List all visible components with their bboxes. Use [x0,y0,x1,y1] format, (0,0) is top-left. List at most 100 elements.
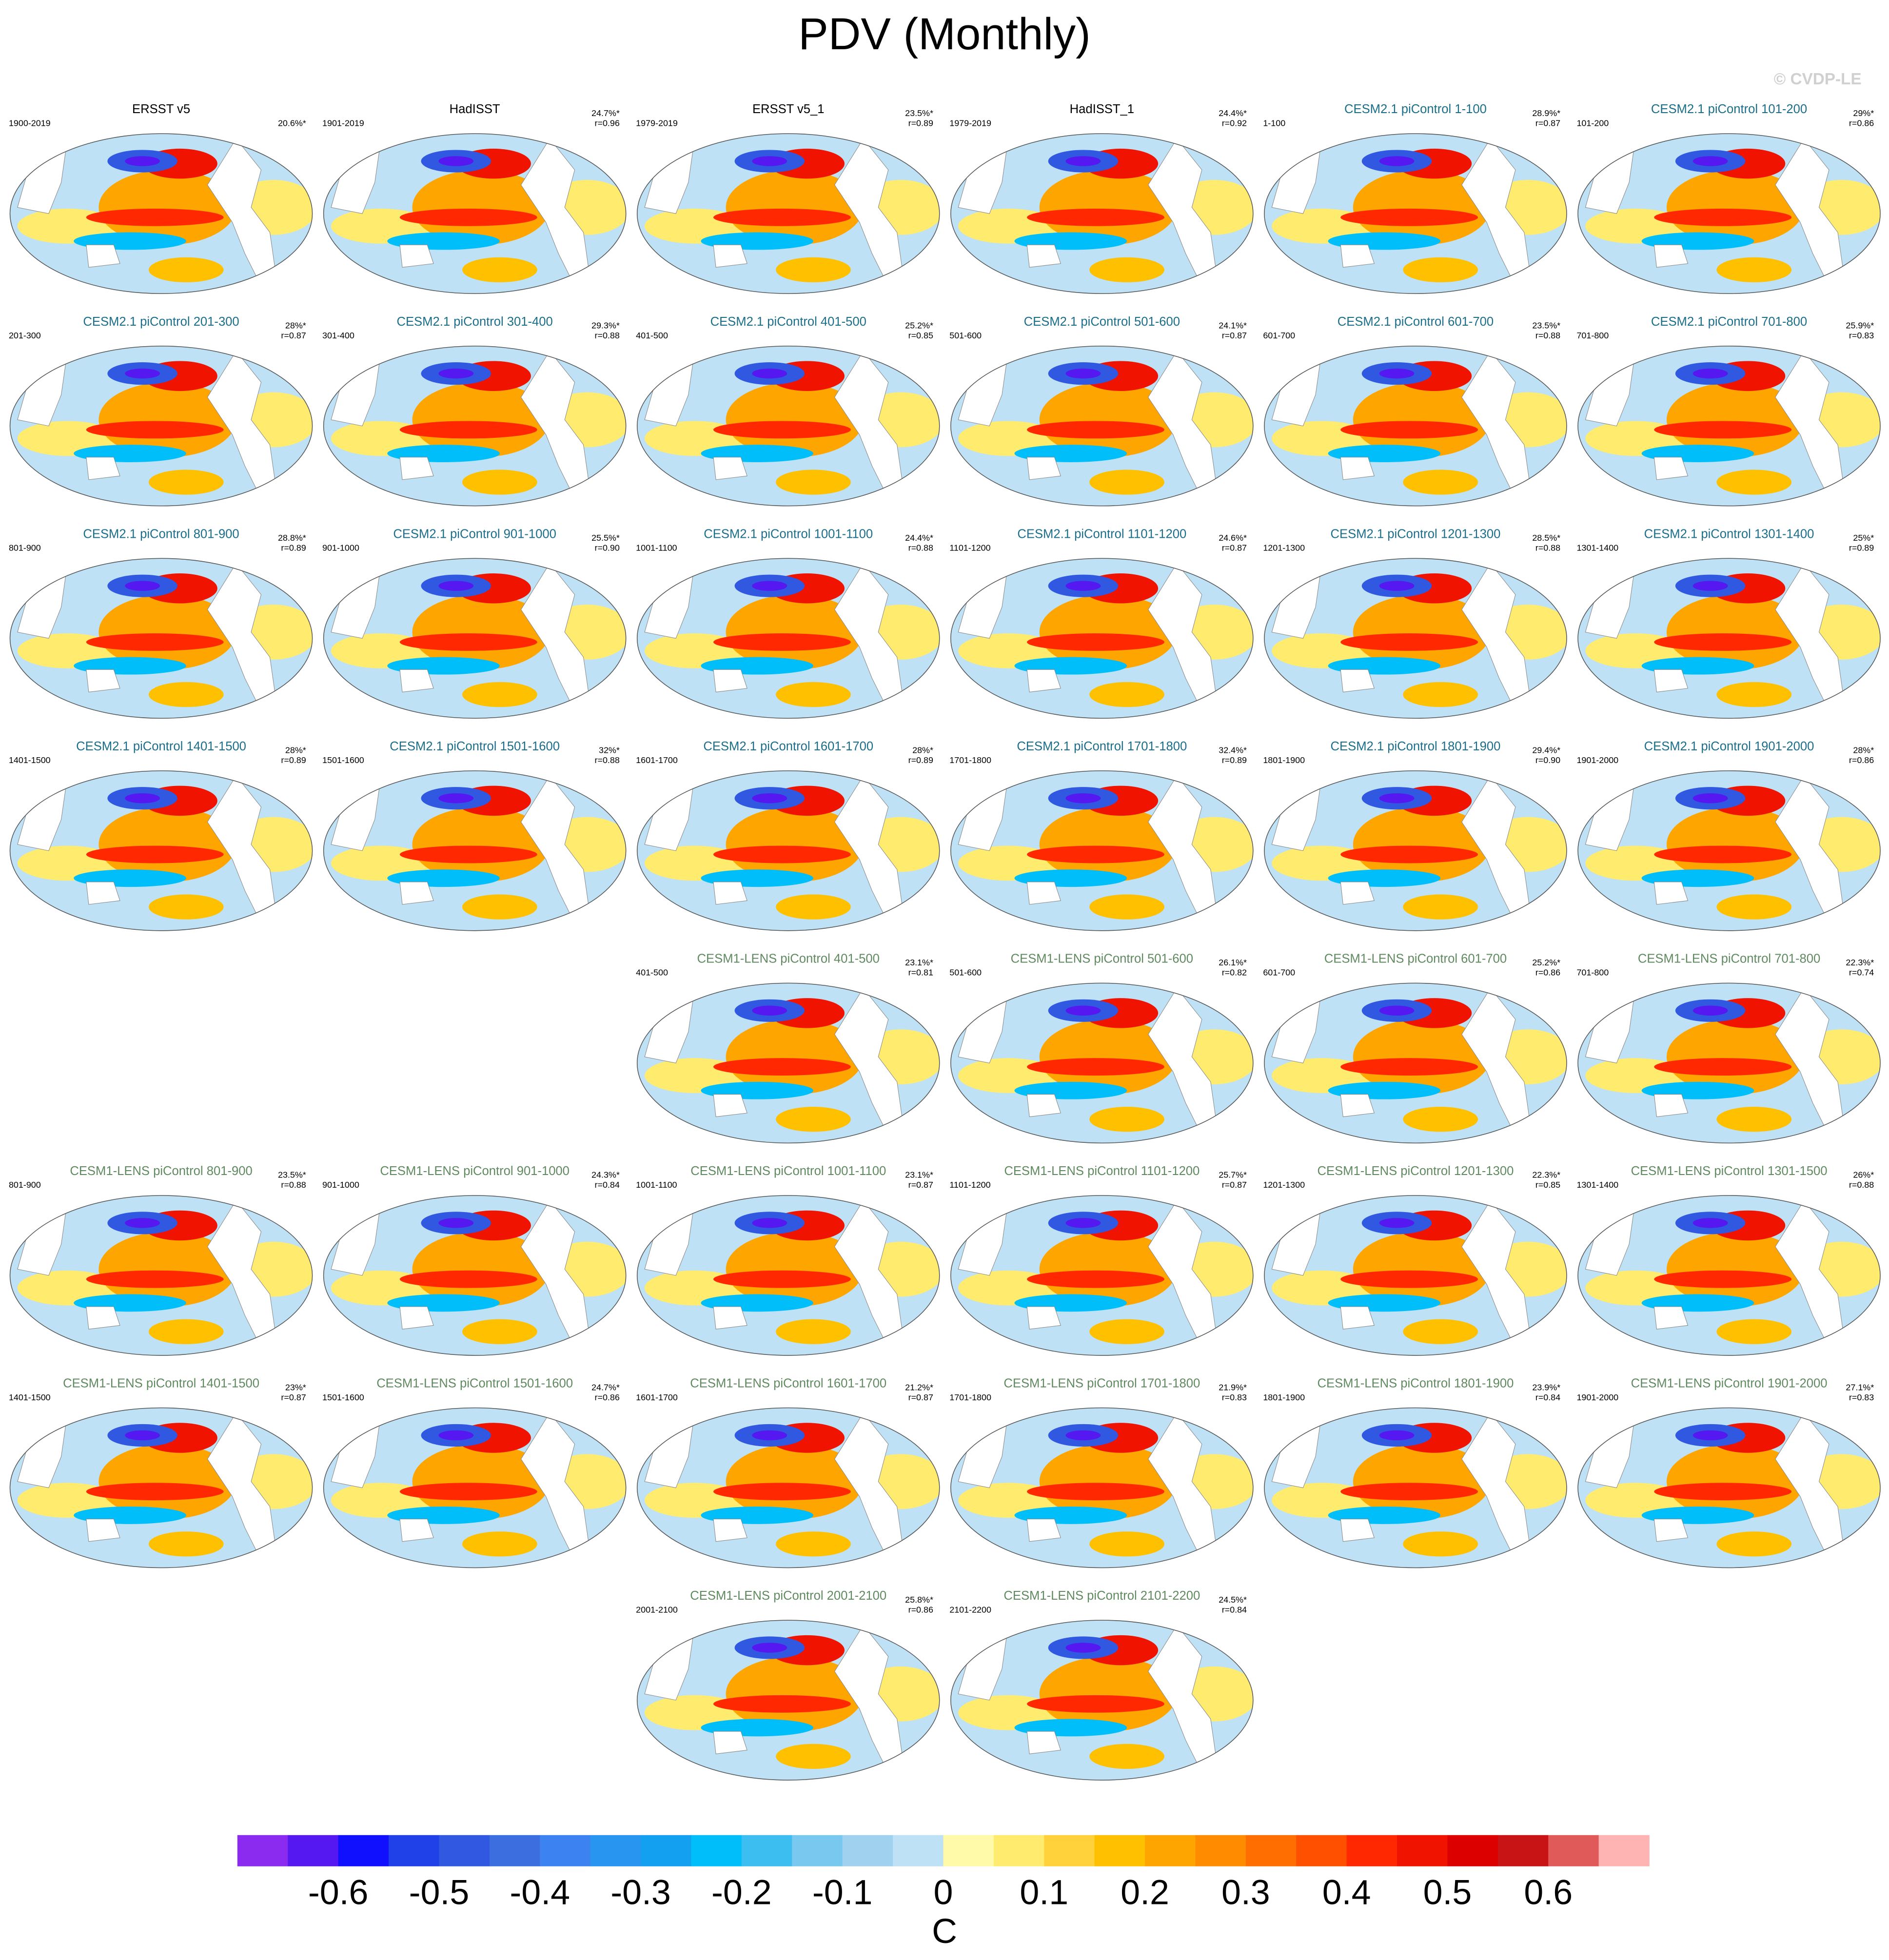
anomaly-blob [1065,1430,1101,1441]
land [1653,1094,1689,1117]
anomaly-blob [438,156,474,166]
anomaly-blob [1089,257,1164,283]
panel-r: r=0.83 [1222,1392,1247,1402]
anomaly-blob [1403,682,1478,707]
anomaly-blob [713,845,851,863]
map-outline [636,345,940,507]
anomaly-blob [1065,581,1101,591]
panel-title: CESM1-LENS piControl 401-500 [697,952,880,965]
map-panel: CESM2.1 piControl 1001-1100 1001-1100 24.4… [636,527,940,719]
panel-title: CESM2.1 piControl 501-600 [1024,315,1180,329]
panel-title: CESM1-LENS piControl 1501-1600 [376,1377,573,1391]
copyright: © CVDP-LE [1774,70,1862,88]
colorbar-box [1497,1835,1549,1866]
land [1026,1731,1061,1754]
panel-years: 501-600 [949,968,982,978]
map [950,983,1253,1143]
anomaly-blob [1353,1444,1491,1519]
colorbar-tick-label: 0.3 [1221,1873,1270,1912]
map-outline [1577,770,1881,931]
panel-years: 1101-1200 [949,543,990,553]
land [713,669,748,692]
colorbar-box [389,1835,440,1866]
panel-pct: 23%* [285,1382,306,1392]
map [1578,346,1881,506]
panel-title: CESM1-LENS piControl 2001-2100 [690,1589,886,1603]
panel-years: 1301-1400 [1576,1180,1618,1190]
map-panel: CESM1-LENS piControl 501-600 501-600 26.1%… [949,952,1254,1144]
colorbar-box [1245,1835,1297,1866]
panel-years: 1801-1900 [1263,1392,1305,1402]
anomaly-blob [776,1319,851,1344]
land [1026,669,1061,692]
anomaly-blob [1654,208,1792,226]
panel-title: CESM1-LENS piControl 1601-1700 [690,1377,886,1391]
anomaly-blob [1065,156,1101,166]
map-outline [323,1407,627,1568]
map-outline [636,982,940,1144]
map-outline [1264,133,1567,294]
anomaly-blob [1666,1019,1804,1095]
panel-years: 1701-1800 [949,755,991,765]
panel-r: r=0.88 [908,543,933,553]
map-panel: CESM2.1 piControl 1601-1700 1601-1700 28%*… [636,740,940,931]
map-outline [9,345,313,507]
map-outline [636,558,940,719]
anomaly-blob [438,793,474,804]
map-panel: CESM2.1 piControl 1101-1200 1101-1200 24.6… [949,527,1254,719]
map-panel: CESM1-LENS piControl 1101-1200 1101-1200 2… [949,1164,1254,1356]
anomaly-blob [148,682,224,707]
map-panel: CESM2.1 piControl 201-300 201-300 28%*r=0.… [9,315,313,507]
land [86,244,120,268]
panel-pct: 25.5%* [591,533,620,543]
map-panel: CESM1-LENS piControl 701-800 701-800 22.3%… [1576,952,1881,1144]
panel-pct: 25.9%* [1846,320,1874,330]
map-outline [9,1407,313,1568]
map-outline [950,133,1254,294]
map-outline [1264,558,1567,719]
panel-pct: 28.5%* [1532,533,1560,543]
anomaly-blob [1654,633,1792,651]
panel-title: CESM1-LENS piControl 1001-1100 [690,1164,886,1178]
anomaly-blob [1065,1218,1101,1228]
land [1340,882,1375,905]
map-panel: CESM2.1 piControl 1901-2000 1901-2000 28%*… [1576,740,1881,931]
anomaly-blob [98,807,236,882]
panel-r: r=0.89 [281,543,306,553]
panel-pct: 23.1%* [905,958,933,967]
land [1340,1094,1375,1117]
panel-pct: 29.4%* [1532,745,1560,755]
anomaly-blob [1089,1744,1164,1769]
anomaly-blob [1692,1005,1728,1016]
colorbar-box [439,1835,490,1866]
anomaly-blob [1089,1531,1164,1557]
panel-title: CESM1-LENS piControl 1201-1300 [1317,1164,1514,1178]
map-outline [1577,1195,1881,1356]
land [713,1306,748,1330]
anomaly-blob [752,1005,787,1016]
land [1340,669,1375,692]
map [950,1195,1253,1355]
panel-title: CESM2.1 piControl 1101-1200 [1017,527,1186,541]
panel-years: 401-500 [636,331,668,340]
panel-r: r=0.87 [281,331,306,340]
panel-title: CESM1-LENS piControl 801-900 [70,1164,252,1178]
anomaly-blob [399,633,537,651]
map-panel: CESM1-LENS piControl 901-1000 901-1000 24.… [322,1164,627,1356]
panel-pct: 29%* [1853,108,1874,118]
panel-years: 201-300 [9,331,41,340]
map-outline [9,133,313,294]
panel-r: r=0.84 [1535,1392,1560,1402]
anomaly-blob [438,581,474,591]
anomaly-blob [125,368,160,379]
colorbar-box [792,1835,843,1866]
panel-r: r=0.87 [908,1392,933,1402]
map-outline [1577,982,1881,1144]
panel-years: 1900-2019 [9,118,51,128]
panel-title: CESM1-LENS piControl 1301-1500 [1631,1164,1828,1178]
anomaly-blob [713,633,851,651]
anomaly-blob [412,1444,550,1519]
panel-title: CESM2.1 piControl 1401-1500 [76,740,246,753]
panel-title: CESM2.1 piControl 301-400 [396,315,552,329]
panel-pct: 28%* [285,745,306,755]
